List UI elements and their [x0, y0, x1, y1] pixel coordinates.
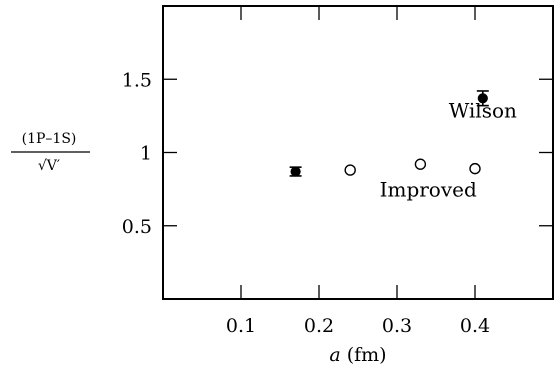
- wilson-annotation: Wilson: [449, 98, 517, 122]
- x-tick-label: 0.4: [460, 315, 490, 337]
- axis-tick-labels: 0.1 0.2 0.3 0.4 0.5 1 1.5: [122, 69, 490, 337]
- wilson-point: [290, 166, 301, 177]
- y-axis-label: (1P–1S) √V′: [11, 131, 90, 174]
- x-tick-label: 0.1: [226, 315, 256, 337]
- improved-point: [344, 164, 356, 176]
- x-axis-label: a (fm): [329, 344, 386, 366]
- y-axis-label-numerator: (1P–1S): [22, 131, 77, 147]
- y-axis-label-denominator: √V′: [38, 158, 60, 174]
- y-tick-label: 0.5: [122, 216, 152, 238]
- y-tick-label: 1: [140, 143, 152, 165]
- plot-frame: [162, 5, 554, 300]
- x-axis-label-var: a: [329, 344, 340, 366]
- improved-point: [469, 162, 481, 175]
- x-tick-label: 0.3: [382, 315, 412, 337]
- x-tick-label: 0.2: [304, 315, 334, 337]
- wilson-point: [477, 93, 488, 104]
- axis-ticks: [163, 6, 553, 299]
- x-axis-label-unit: (fm): [347, 344, 387, 366]
- improved-annotation: Improved: [380, 177, 477, 201]
- improved-point: [414, 158, 427, 170]
- y-tick-label: 1.5: [122, 69, 152, 91]
- data-marks: [289, 90, 489, 177]
- series-annotations: Wilson Improved: [380, 98, 517, 201]
